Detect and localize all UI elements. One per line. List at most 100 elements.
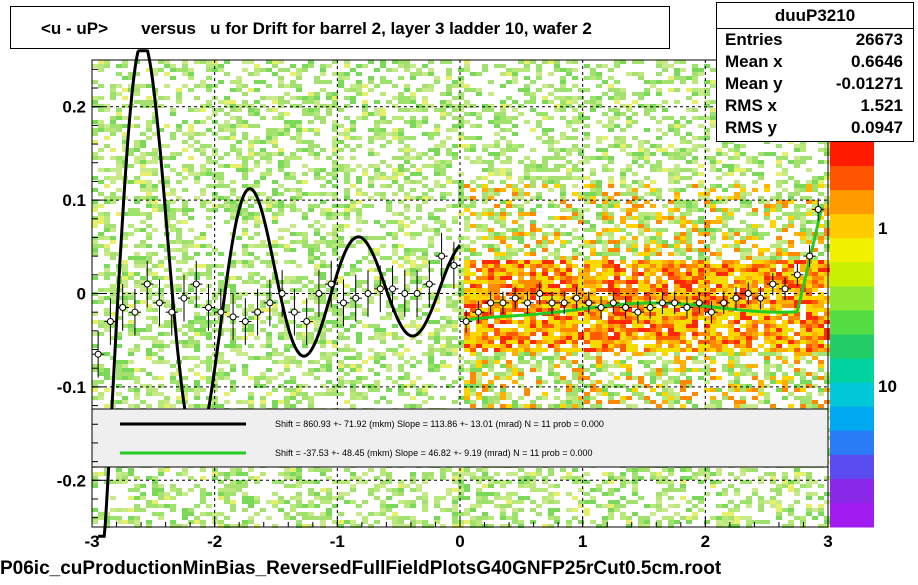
heatmap-cell — [560, 376, 566, 380]
heatmap-cell — [116, 72, 122, 76]
heatmap-cell — [530, 316, 536, 320]
heatmap-cell — [524, 336, 530, 340]
heatmap-cell — [452, 304, 458, 308]
heatmap-cell — [488, 480, 494, 484]
heatmap-cell — [536, 276, 542, 280]
heatmap-cell — [236, 88, 242, 92]
heatmap-cell — [518, 468, 524, 472]
heatmap-cell — [494, 264, 500, 268]
heatmap-cell — [104, 104, 110, 108]
heatmap-cell — [626, 224, 632, 228]
heatmap-cell — [230, 364, 236, 368]
heatmap-cell — [302, 232, 308, 236]
heatmap-cell — [422, 276, 428, 280]
heatmap-cell — [536, 468, 542, 472]
heatmap-cell — [158, 340, 164, 344]
heatmap-cell — [308, 192, 314, 196]
heatmap-cell — [182, 516, 188, 520]
heatmap-cell — [476, 516, 482, 520]
heatmap-cell — [242, 508, 248, 512]
heatmap-cell — [572, 344, 578, 348]
heatmap-cell — [524, 360, 530, 364]
heatmap-cell — [152, 504, 158, 508]
heatmap-cell — [146, 316, 152, 320]
heatmap-cell — [296, 364, 302, 368]
heatmap-cell — [248, 504, 254, 508]
heatmap-cell — [512, 320, 518, 324]
heatmap-cell — [248, 328, 254, 332]
heatmap-cell — [332, 324, 338, 328]
heatmap-cell — [236, 80, 242, 84]
heatmap-cell — [134, 508, 140, 512]
heatmap-cell — [182, 340, 188, 344]
heatmap-cell — [518, 500, 524, 504]
heatmap-cell — [182, 148, 188, 152]
heatmap-cell — [578, 348, 584, 352]
heatmap-cell — [416, 392, 422, 396]
heatmap-cell — [548, 204, 554, 208]
heatmap-cell — [572, 236, 578, 240]
heatmap-cell — [104, 168, 110, 172]
heatmap-cell — [614, 344, 620, 348]
heatmap-cell — [122, 104, 128, 108]
heatmap-cell — [332, 172, 338, 176]
heatmap-cell — [404, 108, 410, 112]
heatmap-cell — [152, 172, 158, 176]
heatmap-cell — [554, 336, 560, 340]
heatmap-cell — [416, 388, 422, 392]
heatmap-cell — [506, 308, 512, 312]
heatmap-cell — [626, 276, 632, 280]
heatmap-cell — [206, 160, 212, 164]
heatmap-cell — [92, 208, 98, 212]
heatmap-cell — [608, 488, 614, 492]
heatmap-cell — [392, 296, 398, 300]
heatmap-cell — [590, 188, 596, 192]
heatmap-cell — [578, 320, 584, 324]
heatmap-cell — [320, 312, 326, 316]
heatmap-cell — [224, 112, 230, 116]
heatmap-cell — [476, 336, 482, 340]
heatmap-cell — [374, 324, 380, 328]
heatmap-cell — [320, 236, 326, 240]
heatmap-cell — [230, 132, 236, 136]
heatmap-cell — [320, 72, 326, 76]
heatmap-cell — [560, 400, 566, 404]
heatmap-cell — [206, 332, 212, 336]
heatmap-cell — [224, 492, 230, 496]
heatmap-cell — [332, 196, 338, 200]
heatmap-cell — [398, 244, 404, 248]
heatmap-cell — [476, 492, 482, 496]
heatmap-cell — [350, 484, 356, 488]
heatmap-cell — [308, 360, 314, 364]
heatmap-cell — [530, 96, 536, 100]
heatmap-cell — [128, 180, 134, 184]
heatmap-cell — [614, 280, 620, 284]
heatmap-cell — [512, 492, 518, 496]
heatmap-cell — [248, 516, 254, 520]
heatmap-cell — [314, 76, 320, 80]
heatmap-cell — [464, 288, 470, 292]
heatmap-cell — [446, 296, 452, 300]
heatmap-cell — [320, 496, 326, 500]
heatmap-cell — [536, 272, 542, 276]
heatmap-cell — [488, 260, 494, 264]
heatmap-cell — [224, 476, 230, 480]
heatmap-cell — [392, 176, 398, 180]
heatmap-cell — [554, 300, 560, 304]
heatmap-cell — [248, 60, 254, 64]
heatmap-cell — [170, 320, 176, 324]
heatmap-cell — [248, 272, 254, 276]
heatmap-cell — [362, 384, 368, 388]
heatmap-cell — [560, 272, 566, 276]
heatmap-cell — [98, 296, 104, 300]
heatmap-cell — [278, 352, 284, 356]
heatmap-cell — [494, 376, 500, 380]
heatmap-cell — [458, 244, 464, 248]
heatmap-cell — [620, 472, 626, 476]
heatmap-cell — [206, 252, 212, 256]
heatmap-cell — [434, 132, 440, 136]
heatmap-cell — [350, 288, 356, 292]
heatmap-cell — [494, 116, 500, 120]
heatmap-cell — [632, 208, 638, 212]
heatmap-cell — [482, 404, 488, 408]
